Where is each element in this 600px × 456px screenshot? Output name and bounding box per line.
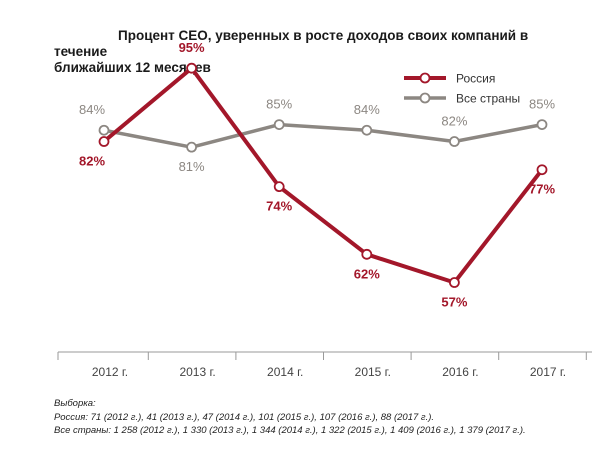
data-label-russia: 62% [354, 266, 380, 281]
legend-swatch-marker [419, 92, 431, 104]
sample-notes-russia: Россия: 71 (2012 г.), 41 (2013 г.), 47 (… [54, 411, 435, 423]
legend-swatch-marker [419, 72, 431, 84]
series-line-all-countries [103, 122, 543, 149]
data-label-russia: 74% [266, 199, 292, 214]
x-tick-label: 2017 г. [530, 365, 566, 379]
x-tick-label: 2012 г. [92, 365, 128, 379]
legend-label-russia: Россия [456, 72, 495, 86]
sample-notes: Выборка: Россия: 71 (2012 г.), 41 (2013 … [54, 397, 594, 438]
data-point-russia [98, 136, 110, 147]
data-point-all-countries [98, 124, 110, 136]
data-point-russia [186, 62, 198, 74]
data-label-all-countries: 84% [354, 102, 380, 117]
data-label-all-countries: 82% [441, 114, 467, 129]
data-point-russia [273, 181, 285, 193]
data-label-russia: 77% [529, 182, 555, 197]
x-tick-label: 2013 г. [179, 365, 215, 379]
data-label-russia: 95% [179, 40, 205, 55]
x-tick-label: 2014 г. [267, 365, 303, 379]
legend: Россия Все страны [404, 72, 520, 106]
data-labels: 82% 95% 74% 62% 57% 77% 84% 81% 85% 84% 82% 85% [79, 40, 555, 309]
chart-title-line-1: Процент CEO, уверенных в росте доходов с… [54, 28, 529, 59]
chart-title: Процент CEO, уверенных в росте доходов с… [54, 28, 584, 76]
data-label-all-countries: 85% [529, 97, 555, 112]
sample-notes-all-countries: Все страны: 1 258 (2012 г.), 1 330 (2013… [54, 425, 526, 436]
legend-label-all-countries: Все страны [456, 92, 520, 106]
data-point-russia [361, 248, 373, 260]
data-point-all-countries [448, 136, 460, 147]
series-line-russia [102, 66, 544, 285]
data-point-all-countries [273, 119, 285, 130]
x-tick-label: 2016 г. [442, 365, 478, 379]
data-label-russia: 57% [441, 295, 467, 310]
data-point-all-countries [536, 119, 548, 130]
data-point-all-countries [186, 141, 198, 153]
data-point-all-countries [361, 124, 373, 136]
x-tick-label: 2015 г. [355, 365, 391, 379]
data-label-all-countries: 81% [179, 159, 205, 174]
x-axis: 2012 г. 2013 г. 2014 г. 2015 г. 2016 г. 2017 … [57, 351, 592, 379]
data-label-all-countries: 85% [266, 97, 292, 112]
data-label-all-countries: 84% [79, 102, 105, 117]
data-point-russia [536, 164, 548, 176]
data-label-russia: 82% [79, 154, 105, 169]
sample-notes-heading: Выборка: [54, 398, 96, 409]
chart-title-line-2: ближайших 12 месяцев [54, 60, 211, 75]
series-layer [98, 62, 548, 288]
data-point-russia [448, 277, 460, 288]
